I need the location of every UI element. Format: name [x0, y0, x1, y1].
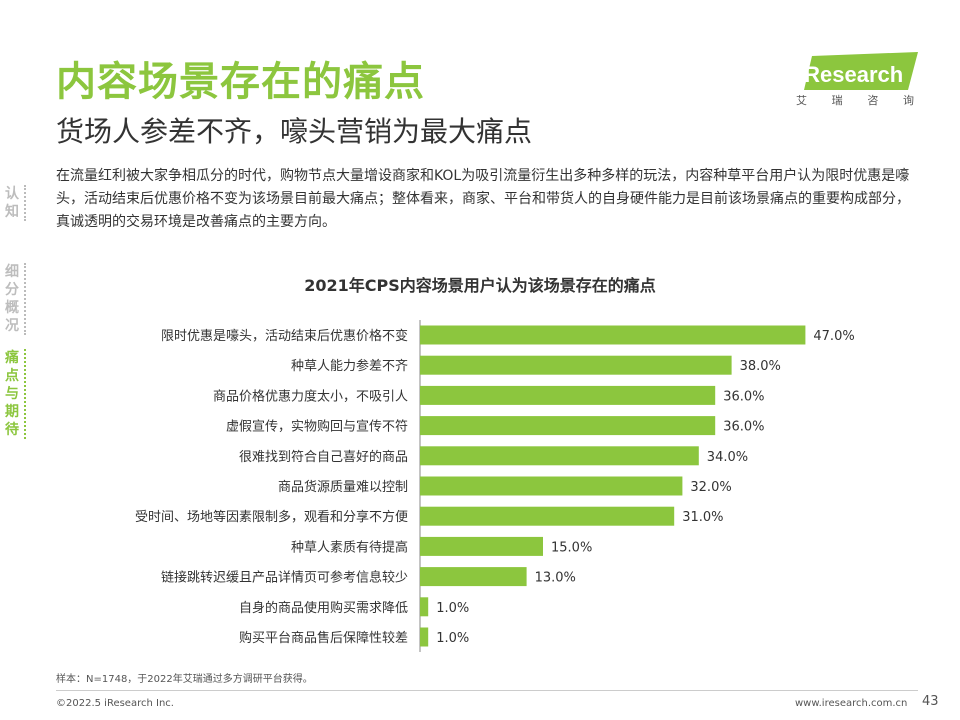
side-tab-char: 待: [5, 422, 19, 438]
bar: [420, 446, 699, 466]
footer-copyright: ©2022.5 iResearch Inc.: [56, 698, 174, 709]
page-number: 43: [922, 694, 939, 709]
category-label: 购买平台商品售后保障性较差: [239, 630, 408, 646]
category-label: 很难找到符合自己喜好的商品: [239, 449, 408, 465]
category-label: 虚假宣传，实物购回与宣传不符: [226, 419, 408, 435]
value-label: 34.0%: [707, 450, 748, 465]
category-label: 自身的商品使用购买需求降低: [239, 600, 408, 616]
value-label: 15.0%: [551, 540, 592, 555]
value-label: 36.0%: [723, 420, 764, 435]
value-label: 36.0%: [723, 389, 764, 404]
logo-sub-char: 艾: [796, 94, 807, 107]
chart-title: 2021年CPS内容场景用户认为该场景存在的痛点: [304, 276, 656, 295]
bar: [420, 416, 716, 436]
side-tab-overview[interactable]: 细 分 概 况: [0, 263, 26, 335]
bar-chart: 限时优惠是嚎头，活动结束后优惠价格不变 47.0% 种草人能力参差不齐 38.0% 商品…: [135, 320, 855, 652]
side-tab-char: 概: [5, 300, 19, 316]
footnote: 样本：N=1748，于2022年艾瑞通过多方调研平台获得。: [56, 674, 313, 685]
side-tab-char: 痛: [5, 350, 19, 366]
bar: [420, 355, 732, 375]
side-tab-painpoints[interactable]: 痛 点 与 期 待: [0, 349, 26, 439]
category-label: 商品价格优惠力度太小，不吸引人: [213, 388, 408, 404]
side-tab-char: 分: [5, 282, 19, 298]
logo-subtitle: 艾 瑞 咨 询: [796, 92, 914, 108]
intro-paragraph: 在流量红利被大家争相瓜分的时代，购物节点大量增设商家和KOL为吸引流量衍生出多种…: [56, 168, 910, 230]
bar: [420, 567, 527, 587]
page-title: 内容场景存在的痛点: [56, 59, 425, 105]
bar: [420, 476, 683, 496]
category-label: 链接跳转迟缓且产品详情页可参考信息较少: [161, 570, 408, 586]
page-subtitle: 货场人参差不齐，嚎头营销为最大痛点: [56, 115, 533, 148]
value-label: 38.0%: [740, 359, 781, 374]
footer-url[interactable]: www.iresearch.com.cn: [795, 698, 908, 709]
bar: [420, 627, 429, 647]
category-label: 限时优惠是嚎头，活动结束后优惠价格不变: [161, 328, 408, 344]
bar: [420, 536, 543, 556]
side-tab-char: 知: [5, 204, 19, 220]
category-label: 种草人素质有待提高: [291, 539, 408, 555]
side-tab-char: 认: [5, 186, 19, 202]
value-label: 1.0%: [436, 601, 469, 616]
bar: [420, 597, 429, 617]
category-label: 商品货源质量难以控制: [278, 479, 408, 495]
value-label: 31.0%: [682, 510, 723, 525]
iresearch-logo: iResearch: [798, 52, 918, 90]
side-tab-char: 期: [5, 404, 19, 420]
value-label: 47.0%: [813, 329, 854, 344]
footer-divider: [56, 690, 918, 691]
logo-sub-char: 询: [902, 94, 914, 107]
logo-text: iResearch: [798, 62, 903, 87]
value-label: 32.0%: [690, 480, 731, 495]
logo-sub-char: 瑞: [831, 94, 843, 107]
logo-sub-char: 咨: [867, 94, 879, 107]
side-tab-char: 况: [5, 318, 19, 334]
category-label: 受时间、场地等因素限制多，观看和分享不方便: [135, 509, 408, 525]
side-tab-char: 细: [5, 264, 19, 280]
bar: [420, 385, 716, 405]
side-tab-cognition[interactable]: 认 知: [0, 185, 26, 221]
bar: [420, 506, 675, 526]
side-tab-char: 与: [5, 386, 19, 402]
value-label: 1.0%: [436, 631, 469, 646]
value-label: 13.0%: [535, 571, 576, 586]
bar: [420, 325, 806, 345]
side-tab-char: 点: [5, 368, 19, 384]
category-label: 种草人能力参差不齐: [291, 358, 408, 374]
